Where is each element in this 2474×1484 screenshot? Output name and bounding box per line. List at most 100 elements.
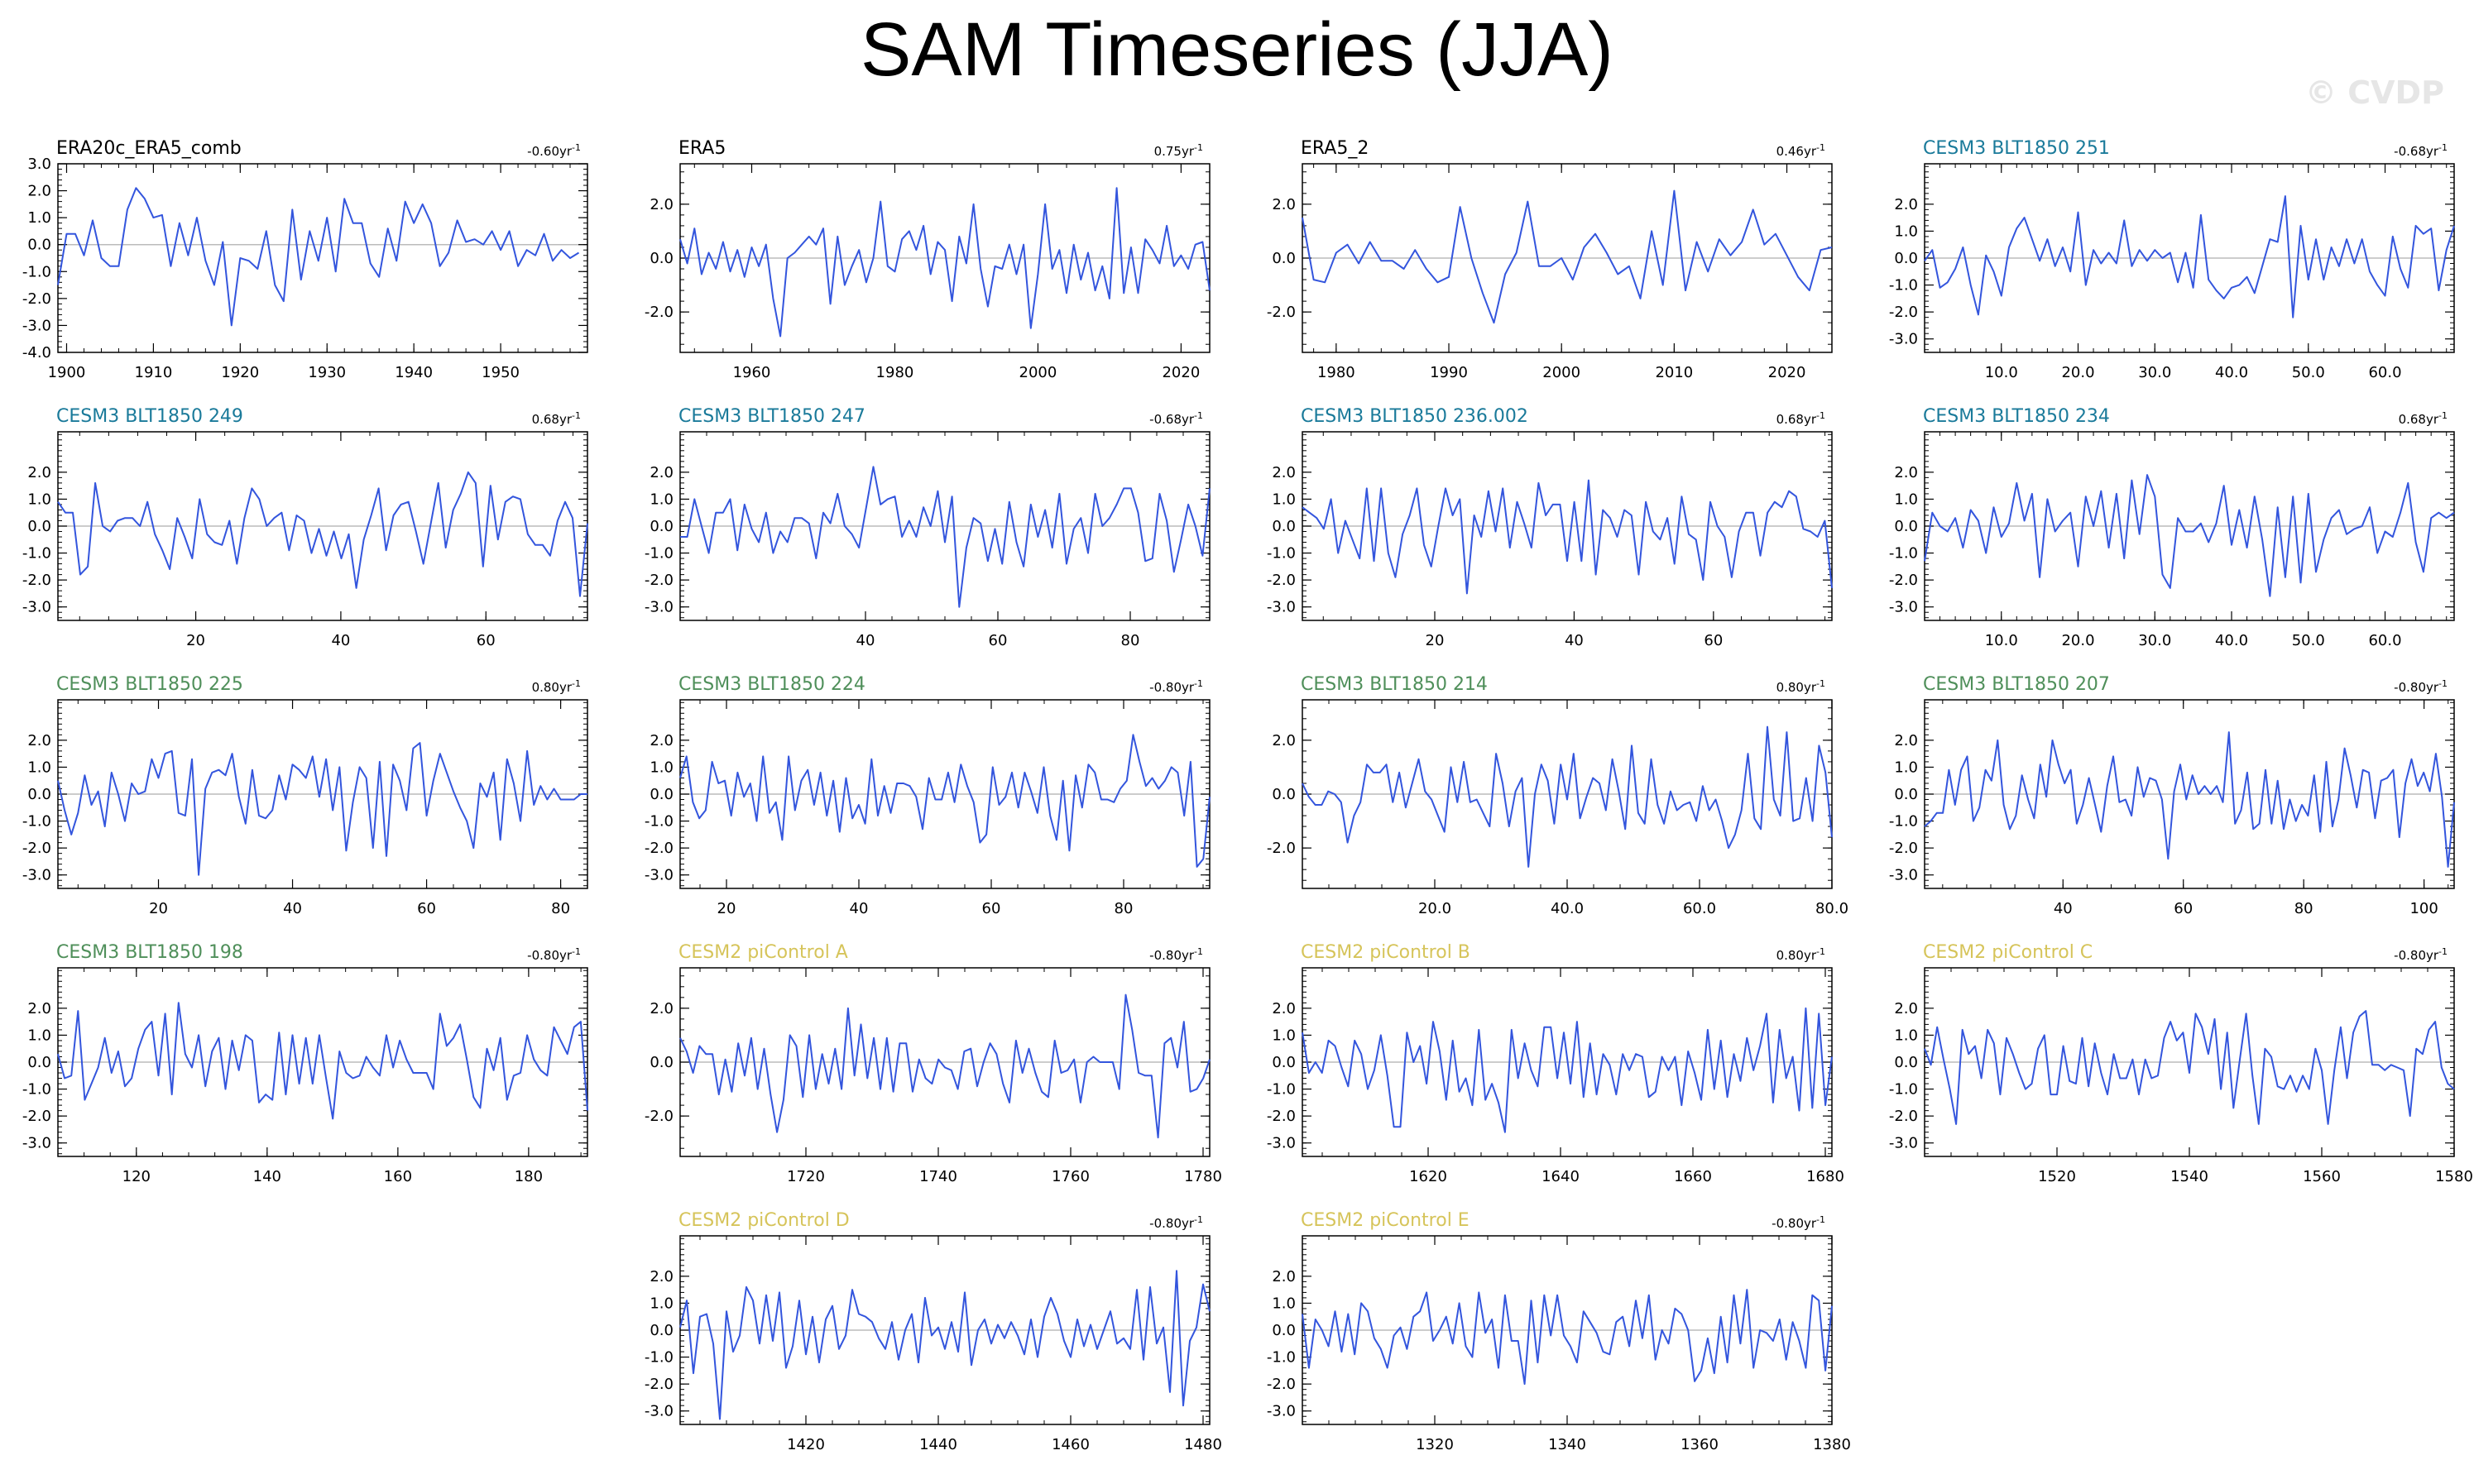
y-tick-label: 1.0 (650, 491, 674, 508)
y-tick-label: -2.0 (22, 290, 51, 308)
x-tick-label: 40.0 (1551, 900, 1584, 917)
x-tick-label: 1780 (1184, 1168, 1222, 1185)
x-tick-label: 10.0 (1985, 632, 2018, 649)
x-tick-label: 80 (551, 900, 570, 917)
y-tick-label: 2.0 (1272, 1000, 1296, 1017)
panel-title: CESM3 BLT1850 249 (56, 406, 243, 427)
x-tick-label: 40 (331, 632, 350, 649)
series-line (679, 1270, 1211, 1420)
y-tick-label: -2.0 (645, 572, 674, 589)
x-tick-label: 1360 (1680, 1436, 1719, 1453)
series-line (679, 993, 1211, 1139)
trend-label: -0.80yr-1 (1772, 1214, 1825, 1231)
y-tick-label: 1.0 (1272, 1295, 1296, 1312)
y-tick-label: -2.0 (22, 1108, 51, 1125)
y-tick-label: 3.0 (27, 156, 51, 173)
panel-2: ERA5 0.75yr-1 -2.0 0.0 2.0 1960 1980 2000 2020 (645, 138, 1211, 381)
panel-title: CESM3 BLT1850 225 (56, 674, 243, 695)
series-line (1302, 725, 1833, 868)
y-tick-label: -2.0 (1889, 572, 1918, 589)
x-tick-label: 120 (122, 1168, 151, 1185)
y-tick-label: 2.0 (1894, 196, 1918, 213)
x-tick-label: 80 (1115, 900, 1134, 917)
panel-3: ERA5_2 0.46yr-1 -2.0 0.0 2.0 1980 1990 2000 2010… (1267, 138, 1833, 381)
y-tick-label: 0.0 (650, 518, 674, 535)
y-tick-label: -1.0 (1889, 1081, 1918, 1099)
x-tick-label: 50.0 (2292, 632, 2325, 649)
panel-15: CESM2 piControl B 0.80yr-1 -3.0 -2.0 -1.0 0.0… (1267, 942, 1844, 1185)
x-tick-label: 40 (1565, 632, 1584, 649)
y-tick-label: -3.0 (1889, 1135, 1918, 1152)
y-tick-label: -2.0 (645, 840, 674, 857)
y-tick-label: -1.0 (22, 545, 51, 562)
x-tick-label: 2020 (1768, 364, 1806, 381)
panel-title: CESM2 piControl D (678, 1210, 850, 1231)
panel-title: CESM3 BLT1850 198 (56, 942, 243, 963)
y-tick-label: 0.0 (1894, 518, 1918, 535)
y-tick-label: -1.0 (1889, 813, 1918, 831)
y-tick-label: -3.0 (22, 1135, 51, 1152)
x-tick-label: 20 (717, 900, 736, 917)
x-tick-label: 160 (384, 1168, 412, 1185)
panel-9: CESM3 BLT1850 225 0.80yr-1 -3.0 -2.0 -1.0 0.0… (22, 674, 588, 917)
y-tick-label: -3.0 (1267, 1403, 1296, 1420)
x-tick-label: 1620 (1409, 1168, 1447, 1185)
x-tick-label: 1340 (1548, 1436, 1586, 1453)
y-tick-label: -4.0 (22, 344, 51, 361)
y-tick-label: 0.0 (650, 786, 674, 803)
trend-label: 0.68yr-1 (2399, 410, 2448, 427)
x-tick-label: 1980 (876, 364, 914, 381)
series-line (1302, 1007, 1833, 1133)
y-tick-label: -1.0 (22, 813, 51, 831)
x-tick-label: 40 (856, 632, 875, 649)
trend-label: -0.80yr-1 (527, 946, 581, 963)
y-tick-label: -3.0 (1267, 1135, 1296, 1152)
x-tick-label: 60 (1704, 632, 1723, 649)
y-tick-label: 0.0 (1272, 250, 1296, 267)
trend-label: 0.46yr-1 (1776, 142, 1825, 159)
trend-label: 0.80yr-1 (532, 678, 581, 695)
x-tick-label: 1440 (919, 1436, 957, 1453)
y-tick-label: -1.0 (645, 1349, 674, 1367)
panel-title: CESM3 BLT1850 207 (1923, 674, 2110, 695)
x-tick-label: 180 (515, 1168, 543, 1185)
series-line (679, 734, 1211, 868)
panel-title: CESM3 BLT1850 236.002 (1301, 406, 1528, 427)
x-tick-label: 1900 (48, 364, 86, 381)
panel-title: CESM2 piControl E (1301, 1210, 1470, 1231)
y-tick-label: -1.0 (1267, 1081, 1296, 1099)
trend-label: -0.68yr-1 (1149, 410, 1203, 427)
x-tick-label: 80 (1121, 632, 1140, 649)
y-tick-label: -1.0 (1889, 545, 1918, 562)
panel-5: CESM3 BLT1850 249 0.68yr-1 -3.0 -2.0 -1.0 0.0… (22, 406, 588, 649)
panel-7: CESM3 BLT1850 236.002 0.68yr-1 -3.0 -2.0 -1.… (1267, 406, 1833, 649)
panel-title: ERA5_2 (1301, 138, 1369, 159)
y-tick-label: -3.0 (22, 599, 51, 616)
y-tick-label: 2.0 (650, 196, 674, 213)
y-tick-label: 0.0 (650, 1054, 674, 1071)
y-tick-label: -1.0 (645, 545, 674, 562)
x-tick-label: 50.0 (2292, 364, 2325, 381)
y-tick-label: 1.0 (27, 209, 51, 227)
panel-1: ERA20c_ERA5_comb -0.60yr-1 -4.0 -3.0 -2.0 -1.… (22, 138, 588, 381)
panel-14: CESM2 piControl A -0.80yr-1 -2.0 0.0 2.0 1720… (645, 942, 1222, 1185)
y-tick-label: 2.0 (1894, 1000, 1918, 1017)
x-tick-label: 60 (982, 900, 1001, 917)
x-tick-label: 80 (2294, 900, 2313, 917)
panel-title: CESM3 BLT1850 251 (1923, 138, 2110, 159)
page-title: SAM Timeseries (JJA) (861, 7, 1613, 92)
y-tick-label: -2.0 (1267, 1108, 1296, 1125)
x-tick-label: 40 (850, 900, 869, 917)
trend-label: -0.80yr-1 (1149, 946, 1203, 963)
y-tick-label: 1.0 (1894, 1027, 1918, 1044)
trend-label: 0.68yr-1 (1776, 410, 1825, 427)
x-tick-label: 1990 (1430, 364, 1468, 381)
y-tick-label: -3.0 (22, 317, 51, 334)
panel-title: CESM2 piControl B (1301, 942, 1470, 963)
y-tick-label: 0.0 (1894, 1054, 1918, 1071)
x-tick-label: 1940 (395, 364, 433, 381)
x-tick-label: 20.0 (2061, 632, 2094, 649)
y-tick-label: -2.0 (1889, 840, 1918, 857)
panel-6: CESM3 BLT1850 247 -0.68yr-1 -3.0 -2.0 -1.0 0.… (645, 406, 1211, 649)
